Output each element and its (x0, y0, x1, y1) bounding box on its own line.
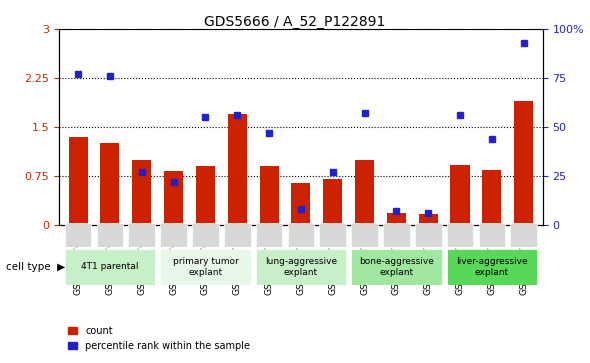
Legend: count, percentile rank within the sample: count, percentile rank within the sample (64, 322, 254, 355)
FancyBboxPatch shape (65, 249, 155, 285)
Bar (419, 214, 438, 225)
FancyBboxPatch shape (65, 223, 91, 247)
Bar (387, 213, 406, 225)
Bar (100, 143, 119, 225)
FancyBboxPatch shape (160, 249, 251, 285)
FancyBboxPatch shape (129, 223, 155, 247)
FancyBboxPatch shape (351, 223, 378, 247)
Bar (355, 160, 374, 225)
FancyBboxPatch shape (192, 223, 219, 247)
Text: bone-aggressive
explant: bone-aggressive explant (359, 257, 434, 277)
FancyBboxPatch shape (224, 223, 251, 247)
Bar (228, 114, 247, 225)
FancyBboxPatch shape (97, 223, 123, 247)
Text: cell type  ▶: cell type ▶ (6, 262, 65, 272)
FancyBboxPatch shape (319, 223, 346, 247)
Text: primary tumor
explant: primary tumor explant (172, 257, 238, 277)
FancyBboxPatch shape (447, 249, 537, 285)
FancyBboxPatch shape (383, 223, 409, 247)
Bar (196, 166, 215, 225)
Bar (323, 179, 342, 225)
FancyBboxPatch shape (287, 223, 314, 247)
Bar (514, 101, 533, 225)
FancyBboxPatch shape (447, 223, 473, 247)
FancyBboxPatch shape (415, 223, 441, 247)
Bar (164, 171, 183, 225)
FancyBboxPatch shape (160, 223, 187, 247)
Bar (68, 137, 88, 225)
FancyBboxPatch shape (510, 223, 537, 247)
Text: liver-aggressive
explant: liver-aggressive explant (456, 257, 527, 277)
FancyBboxPatch shape (255, 249, 346, 285)
Bar (451, 165, 470, 225)
Text: lung-aggressive
explant: lung-aggressive explant (265, 257, 337, 277)
Text: 4T1 parental: 4T1 parental (81, 262, 139, 271)
FancyBboxPatch shape (478, 223, 505, 247)
Bar (132, 160, 151, 225)
Bar (482, 170, 502, 225)
Text: GDS5666 / A_52_P122891: GDS5666 / A_52_P122891 (204, 15, 386, 29)
Bar (260, 166, 278, 225)
FancyBboxPatch shape (351, 249, 442, 285)
FancyBboxPatch shape (255, 223, 283, 247)
Bar (291, 183, 310, 225)
